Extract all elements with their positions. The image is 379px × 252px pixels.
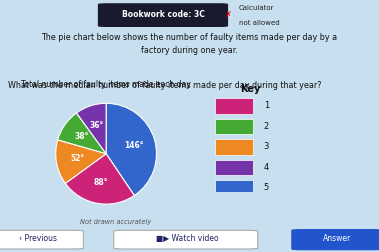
Text: ‹ Previous: ‹ Previous: [19, 234, 57, 243]
Text: 36°: 36°: [90, 121, 104, 131]
Text: 146°: 146°: [124, 141, 144, 150]
Text: 52°: 52°: [70, 154, 85, 163]
Bar: [215, 160, 253, 175]
Wedge shape: [65, 154, 134, 204]
Text: Answer: Answer: [323, 234, 351, 243]
Text: ■▶ Watch video: ■▶ Watch video: [156, 234, 219, 243]
Bar: [215, 139, 253, 155]
FancyBboxPatch shape: [0, 230, 83, 249]
Bar: [215, 98, 253, 114]
FancyBboxPatch shape: [292, 230, 379, 250]
Text: 38°: 38°: [75, 133, 89, 141]
Text: Not drawn accurately: Not drawn accurately: [80, 219, 151, 225]
Text: Calculator: Calculator: [239, 5, 274, 11]
Wedge shape: [56, 140, 106, 183]
Text: ✗: ✗: [224, 10, 231, 19]
Wedge shape: [58, 113, 106, 154]
Text: Key: Key: [240, 84, 260, 94]
Bar: [215, 180, 253, 196]
Text: 1: 1: [264, 101, 269, 110]
Text: 4: 4: [264, 163, 269, 172]
Text: factory during one year.: factory during one year.: [141, 46, 238, 55]
Text: 3: 3: [264, 142, 269, 151]
FancyBboxPatch shape: [99, 4, 227, 26]
Text: not allowed: not allowed: [239, 20, 279, 26]
Text: 88°: 88°: [94, 178, 108, 187]
Text: Bookwork code: 3C: Bookwork code: 3C: [122, 10, 204, 19]
Text: 5: 5: [264, 183, 269, 192]
Wedge shape: [106, 103, 157, 196]
Wedge shape: [77, 103, 106, 154]
Title: Total number of faulty items made each day: Total number of faulty items made each d…: [21, 80, 191, 88]
Bar: [215, 119, 253, 134]
Text: 2: 2: [264, 122, 269, 131]
Text: What was the median number of faulty items made per day during that year?: What was the median number of faulty ite…: [8, 81, 321, 90]
FancyBboxPatch shape: [114, 230, 258, 249]
Text: The pie chart below shows the number of faulty items made per day by a: The pie chart below shows the number of …: [41, 33, 338, 42]
